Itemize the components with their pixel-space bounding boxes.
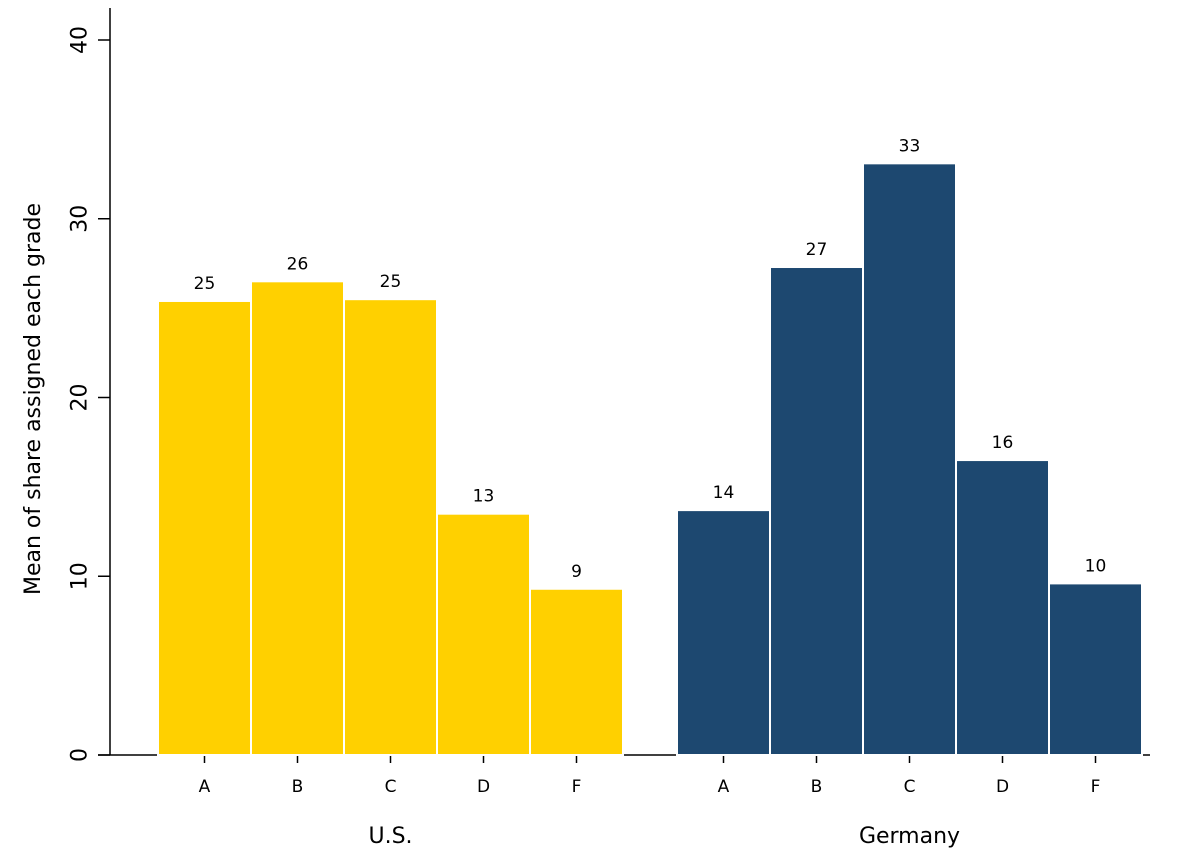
labels: 25 26 25 13 9 14 27 33 16 10 [194, 136, 1107, 581]
data-label: 10 [1085, 556, 1107, 576]
y-tick-label: 0 [68, 748, 93, 762]
x-tick-label: B [292, 777, 304, 797]
group-label: Germany [859, 824, 960, 849]
bar-germany-b [769, 266, 864, 756]
data-label: 33 [899, 136, 921, 156]
y-tick-label: 20 [68, 384, 93, 412]
bar-us-f [529, 587, 624, 757]
bar-us-d [436, 512, 531, 756]
data-label: 14 [713, 483, 735, 503]
data-label: 16 [992, 433, 1014, 453]
x-axis: A B C D F U.S. A B C D F Germany [98, 754, 1150, 849]
data-label: 25 [380, 272, 402, 292]
y-tick-label: 40 [68, 26, 93, 54]
x-tick-label: C [385, 777, 397, 797]
bar-germany-d [955, 459, 1050, 756]
x-tick-label: C [904, 777, 916, 797]
x-tick-label: F [1091, 777, 1101, 797]
y-axis-label: Mean of share assigned each grade [21, 203, 46, 595]
x-tick-label: D [477, 777, 490, 797]
data-label: 27 [806, 240, 828, 260]
bar-us-c [343, 298, 438, 756]
bar-us-a [157, 299, 252, 756]
data-label: 9 [571, 562, 582, 582]
x-tick-label: F [572, 777, 582, 797]
x-tick-label: B [811, 777, 823, 797]
bar-germany-f [1048, 582, 1143, 757]
bar-germany-c [862, 162, 957, 756]
data-label: 26 [287, 254, 309, 274]
group-label: U.S. [368, 824, 412, 849]
x-tick-label: A [199, 777, 211, 797]
data-label: 13 [473, 487, 495, 507]
bar-germany-a [676, 509, 771, 756]
x-tick-label: A [718, 777, 730, 797]
bar-us-b [250, 280, 345, 756]
bars [157, 162, 1143, 757]
data-label: 25 [194, 274, 216, 294]
y-tick-label: 30 [68, 205, 93, 233]
x-tick-label: D [996, 777, 1009, 797]
y-tick-label: 10 [68, 562, 93, 590]
y-axis: 0 10 20 30 40 [68, 8, 111, 762]
